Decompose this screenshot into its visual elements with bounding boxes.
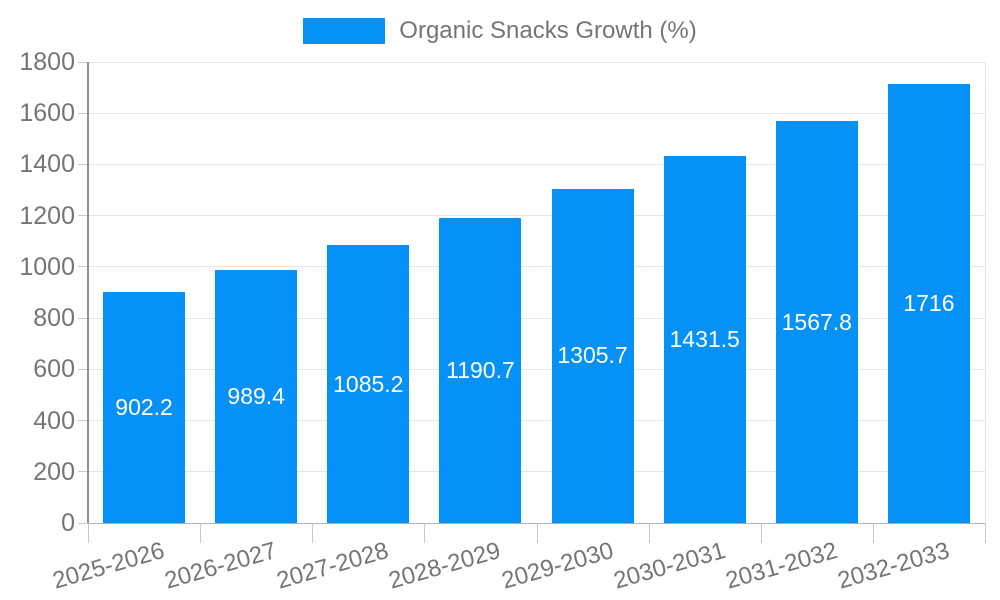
x-tick — [536, 523, 538, 543]
gridline — [88, 471, 985, 473]
legend-label: Organic Snacks Growth (%) — [399, 17, 697, 44]
x-tick — [312, 523, 314, 543]
bar-value-label: 1567.8 — [781, 308, 852, 335]
bar-value-label: 1431.5 — [669, 326, 740, 353]
y-axis-label: 0 — [61, 509, 75, 537]
bar[interactable]: 1305.7 — [551, 188, 634, 523]
y-axis-label: 1600 — [19, 99, 75, 128]
gridline — [88, 317, 985, 319]
y-tick — [78, 266, 88, 268]
y-axis-label: 1200 — [19, 201, 75, 230]
bar-value-label: 902.2 — [115, 393, 173, 420]
x-tick — [760, 523, 762, 543]
legend-swatch — [303, 18, 386, 44]
y-tick — [78, 420, 88, 422]
bar[interactable]: 1567.8 — [775, 121, 858, 523]
y-tick — [78, 112, 88, 114]
bar-value-label: 1305.7 — [557, 342, 628, 369]
bar-value-label: 1190.7 — [446, 357, 515, 384]
y-axis-label: 1000 — [19, 252, 75, 281]
bar-value-label: 1085.2 — [333, 370, 404, 397]
y-tick — [78, 61, 88, 63]
gridline — [88, 266, 985, 268]
gridline — [88, 61, 985, 63]
y-tick — [78, 317, 88, 319]
y-axis-line — [87, 62, 89, 523]
gridline — [88, 163, 985, 165]
x-tick — [88, 523, 89, 543]
x-tick — [985, 523, 986, 543]
gridline — [88, 215, 985, 217]
x-tick — [648, 523, 650, 543]
bar-value-label: 989.4 — [227, 382, 285, 409]
gridline — [88, 368, 985, 370]
gridline — [88, 112, 985, 114]
x-tick — [424, 523, 426, 543]
bar[interactable]: 1716 — [887, 83, 970, 523]
y-axis-label: 400 — [33, 406, 75, 435]
bar-value-label: 1716 — [903, 289, 955, 316]
plot-right-border — [985, 62, 986, 523]
x-tick — [200, 523, 202, 543]
x-tick — [872, 523, 874, 543]
y-axis-label: 1800 — [19, 48, 75, 76]
y-tick — [78, 215, 88, 217]
gridline — [88, 420, 985, 422]
bar[interactable]: 989.4 — [215, 269, 298, 523]
bar[interactable]: 902.2 — [103, 291, 186, 523]
bar[interactable]: 1190.7 — [439, 218, 522, 523]
y-tick — [78, 522, 88, 524]
y-axis-label: 600 — [33, 355, 75, 384]
y-axis-label: 800 — [33, 304, 75, 333]
chart-legend: Organic Snacks Growth (%) — [0, 17, 1000, 45]
y-tick — [78, 163, 88, 165]
y-tick — [78, 368, 88, 370]
y-tick — [78, 471, 88, 473]
y-axis-label: 200 — [33, 457, 75, 486]
y-axis-label: 1400 — [19, 150, 75, 179]
bar[interactable]: 1431.5 — [663, 156, 746, 523]
bar[interactable]: 1085.2 — [327, 245, 410, 523]
